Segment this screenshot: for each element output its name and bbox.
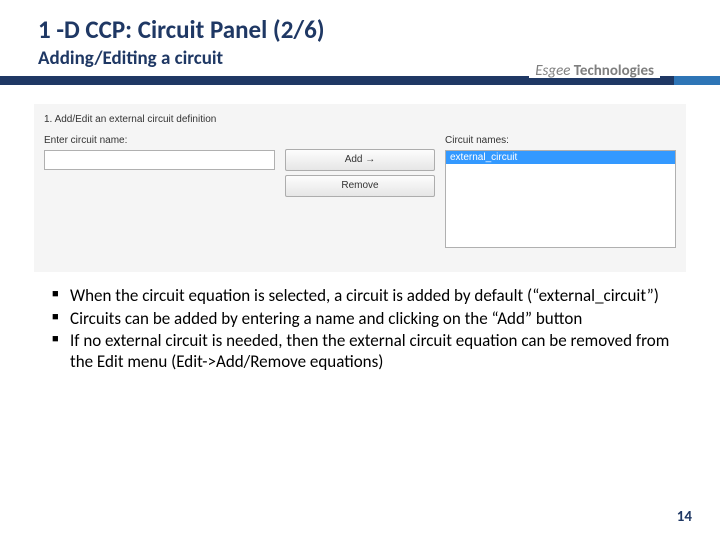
brand-label: Esgee Technologies	[529, 64, 660, 78]
circuit-names-label: Circuit names:	[445, 135, 676, 146]
bullet-item: Circuits can be added by entering a name…	[52, 309, 676, 330]
brand-name-bold: Technologies	[574, 62, 654, 80]
circuit-listbox[interactable]: external_circuit	[445, 150, 676, 248]
brand-name-light: Esgee	[535, 62, 574, 80]
remove-button[interactable]: Remove	[285, 175, 435, 197]
divider-rules: Esgee Technologies	[0, 76, 720, 90]
app-screenshot: 1. Add/Edit an external circuit definiti…	[34, 104, 686, 272]
slide-title: 1 -D CCP: Circuit Panel (2/6)	[0, 0, 720, 47]
step-label: 1. Add/Edit an external circuit definiti…	[34, 110, 686, 135]
page-number: 14	[677, 508, 692, 526]
enter-circuit-label: Enter circuit name:	[44, 135, 275, 146]
circuit-name-input[interactable]	[44, 150, 275, 170]
bullet-list: When the circuit equation is selected, a…	[52, 286, 676, 373]
bullet-item: When the circuit equation is selected, a…	[52, 286, 676, 307]
list-item[interactable]: external_circuit	[446, 151, 675, 164]
bullet-item: If no external circuit is needed, then t…	[52, 331, 676, 372]
rule-accent	[674, 76, 720, 85]
add-button[interactable]: Add →	[285, 149, 435, 171]
